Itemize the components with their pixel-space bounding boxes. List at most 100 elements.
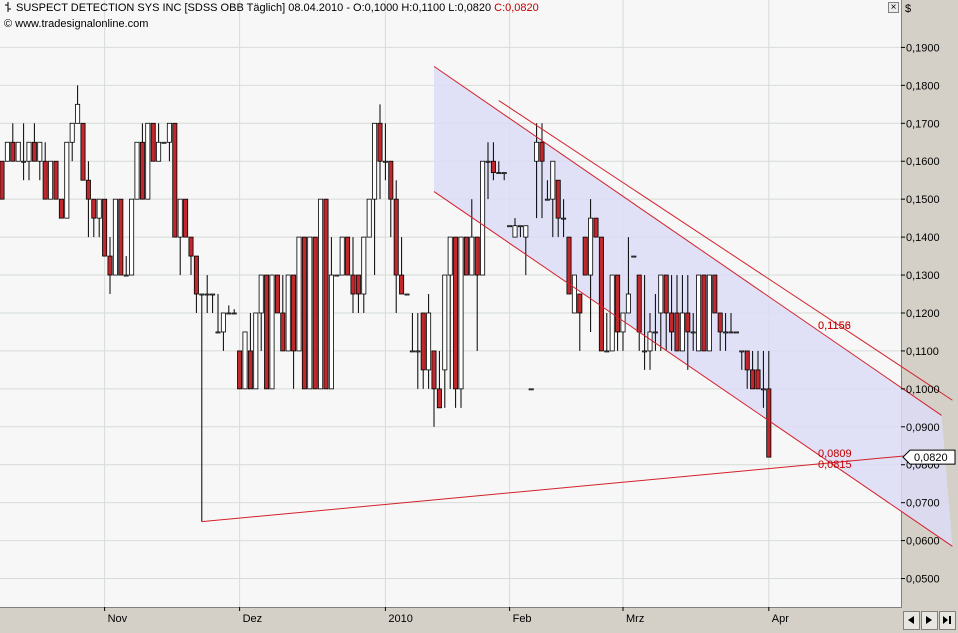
candle (134, 141, 140, 200)
candle (220, 312, 226, 351)
y-tick-label: 0,1000 (906, 384, 940, 396)
candle (550, 160, 556, 238)
candle-body (474, 236, 480, 276)
candle-body (561, 217, 567, 220)
candle (679, 275, 685, 352)
candle (361, 236, 367, 313)
candle (296, 236, 302, 352)
candle (485, 142, 491, 200)
candle (539, 123, 545, 219)
candle-body (258, 274, 264, 314)
candle (669, 275, 675, 351)
candle-body (415, 350, 421, 353)
candle (264, 274, 270, 390)
candle-body (264, 274, 270, 390)
candle (528, 388, 534, 391)
candle-body (447, 236, 453, 276)
candle (269, 274, 275, 390)
candle (615, 274, 621, 351)
close-chart-button[interactable]: × (888, 2, 899, 13)
candle-body (102, 198, 108, 257)
candle-body (685, 312, 691, 333)
candle (372, 122, 378, 276)
candle (42, 142, 48, 200)
candle (496, 161, 502, 175)
x-tick-label: Mrz (626, 613, 644, 625)
y-tick-label: 0,0700 (906, 498, 940, 510)
candle (15, 141, 21, 162)
candle-body (91, 198, 97, 219)
candle-body (625, 293, 631, 314)
candle-body (301, 236, 307, 390)
candle (512, 218, 518, 238)
candle-body (134, 141, 140, 200)
candle-body (436, 388, 442, 409)
candle-body (10, 141, 16, 162)
candle (210, 293, 216, 313)
candle (26, 141, 32, 181)
candle (123, 256, 129, 277)
candle-body (528, 388, 534, 391)
candle (215, 294, 221, 334)
candle-body (107, 255, 113, 276)
candle-body (760, 388, 766, 391)
candle (301, 236, 307, 390)
candle-body (166, 122, 172, 143)
trendline-resistance (498, 100, 953, 401)
candle-body (296, 236, 302, 352)
candle-body (312, 236, 318, 390)
last-price-value: 0,0820 (914, 452, 948, 464)
candle-body (534, 141, 540, 162)
x-tick-label: Nov (108, 613, 128, 625)
candle (166, 122, 172, 162)
candle-body (744, 350, 750, 371)
candle-body (377, 122, 383, 162)
candle-body (210, 293, 216, 296)
candle-body (75, 103, 81, 124)
candle-body (663, 274, 669, 314)
candle (280, 275, 286, 352)
candle-body (69, 122, 75, 143)
candle-body (118, 198, 124, 276)
candle (415, 312, 421, 389)
scroll-left-button[interactable] (903, 611, 920, 630)
candle (21, 123, 27, 181)
candle (507, 225, 513, 228)
y-tick-label: 0,0500 (906, 574, 940, 586)
candle-body (690, 331, 696, 334)
candle-body (631, 255, 637, 258)
candle-body (253, 312, 259, 390)
candle (307, 236, 313, 390)
candle-body (366, 198, 372, 238)
candle (37, 141, 43, 181)
candle (517, 225, 523, 238)
candle-body (323, 198, 329, 390)
candle-body (139, 141, 145, 200)
scroll-right-button[interactable] (921, 611, 938, 630)
candle-body (496, 172, 502, 175)
candle (561, 199, 567, 238)
candle (501, 172, 507, 181)
candle-body (728, 331, 734, 334)
candle (474, 236, 480, 351)
y-tick-label: 0,1300 (906, 270, 940, 282)
candle (604, 312, 610, 353)
scroll-end-button[interactable] (939, 611, 956, 630)
candle (69, 122, 75, 162)
candle-body (480, 160, 486, 276)
candle-body (679, 312, 685, 352)
candle (393, 180, 399, 313)
x-tick-label: Apr (772, 613, 789, 625)
candle-body (647, 331, 653, 352)
candle (172, 122, 178, 238)
candle (490, 142, 496, 181)
candle-body (453, 236, 459, 390)
support-line-label: 0,0809 (818, 448, 852, 460)
candle-body (64, 141, 70, 219)
y-tick-label: 0,1600 (906, 156, 940, 168)
candle-body (431, 350, 437, 390)
candle-body (577, 293, 583, 314)
candle-body (188, 236, 194, 257)
